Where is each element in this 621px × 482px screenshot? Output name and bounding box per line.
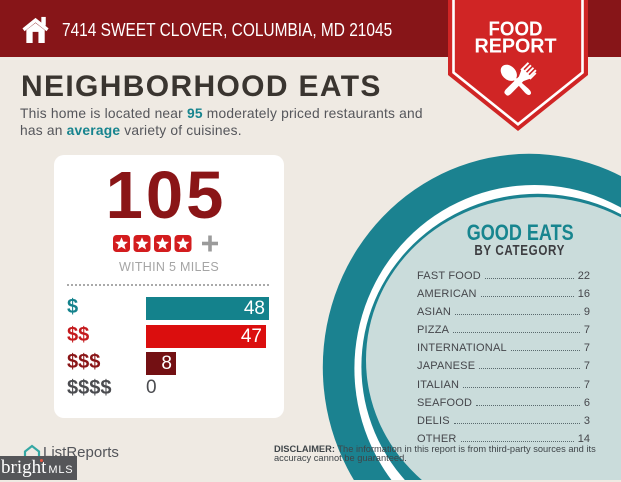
- svg-text:FOOD: FOOD: [489, 18, 543, 40]
- svg-text:REPORT: REPORT: [475, 36, 557, 58]
